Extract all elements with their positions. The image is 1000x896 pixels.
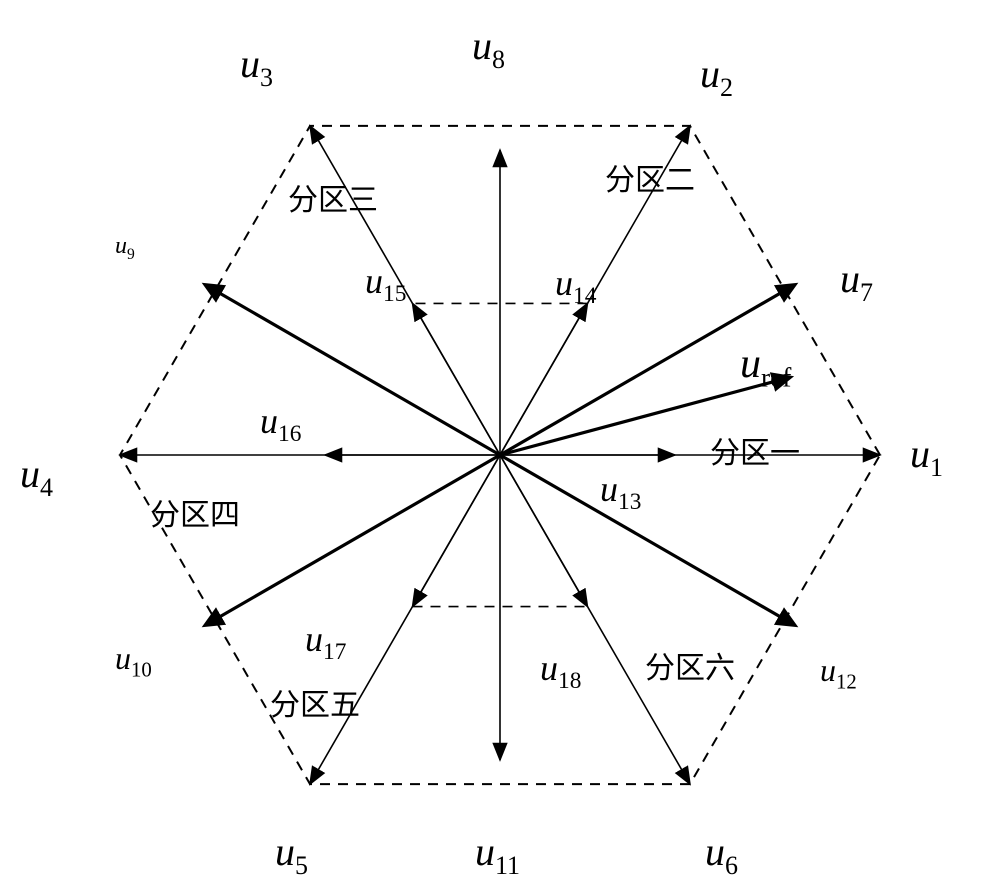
zone-label-1: 分区一: [710, 428, 800, 472]
vector-u14: [500, 303, 588, 455]
label-u13: u13: [600, 468, 641, 516]
label-u5: u5: [275, 828, 308, 881]
label-u9: u9: [115, 233, 135, 264]
zone-label-6: 分区六: [645, 643, 735, 687]
vector-diagram: [0, 0, 1000, 896]
label-u18: u18: [540, 647, 581, 695]
label-u17: u17: [305, 618, 346, 666]
vector-u10: [206, 455, 500, 625]
label-u6: u6: [705, 828, 738, 881]
label-u16: u16: [260, 400, 301, 448]
label-u15: u15: [365, 260, 406, 308]
vector-u17: [413, 455, 501, 607]
label-u14: u14: [555, 262, 596, 310]
zone-label-3: 分区三: [288, 175, 378, 219]
label-u3: u3: [240, 40, 273, 93]
label-u2: u2: [700, 50, 733, 103]
label-u4: u4: [20, 450, 53, 503]
vector-u9: [206, 285, 500, 455]
vector-u18: [500, 455, 588, 607]
label-u10: u10: [115, 640, 152, 682]
label-uref: uref: [740, 340, 791, 393]
label-u8: u8: [472, 22, 505, 75]
zone-label-2: 分区二: [605, 155, 695, 199]
zone-label-5: 分区五: [270, 680, 360, 724]
label-u12: u12: [820, 652, 857, 694]
label-u7: u7: [840, 255, 873, 308]
label-u1: u1: [910, 430, 943, 483]
label-u11: u11: [475, 828, 520, 881]
vector-u12: [500, 455, 794, 625]
vector-u15: [413, 303, 501, 455]
zone-label-4: 分区四: [150, 490, 240, 534]
